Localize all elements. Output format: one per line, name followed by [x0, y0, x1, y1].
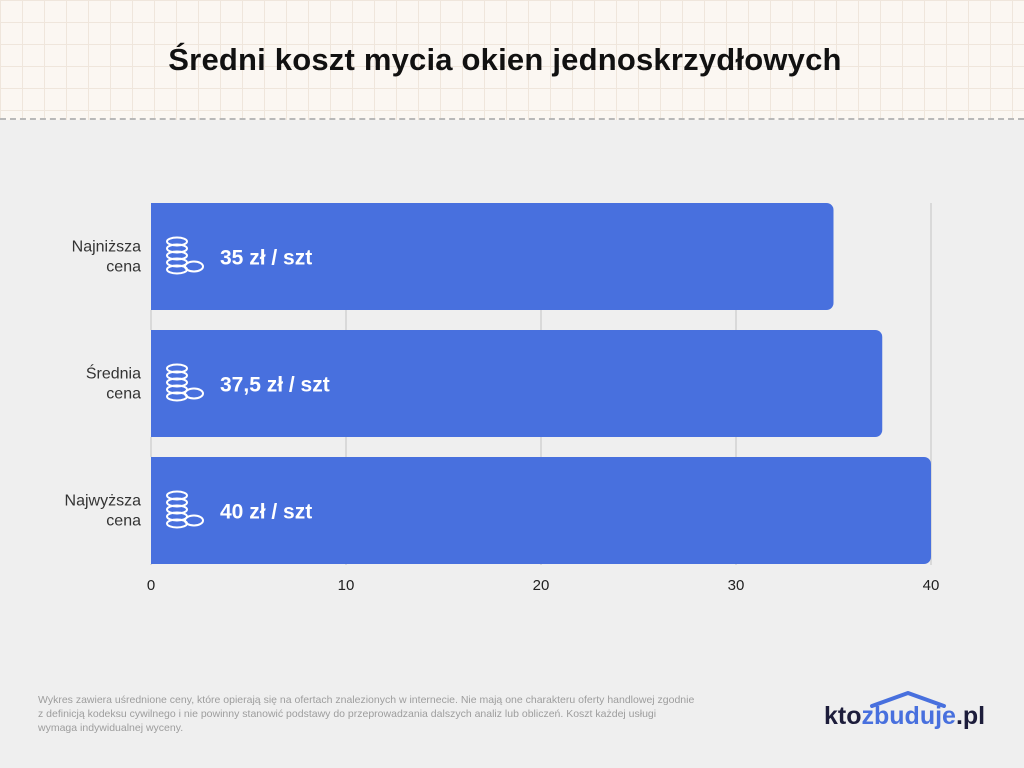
- coins-icon: [166, 236, 204, 275]
- coin-side: [184, 514, 204, 527]
- x-tick-label: 0: [147, 577, 155, 594]
- bar-edge-mask: [143, 330, 151, 437]
- coins-icon: [166, 490, 204, 529]
- tick-layer: 0 10 20 30 40: [147, 577, 940, 594]
- footnote: Wykres zawiera uśrednione ceny, które op…: [38, 694, 695, 734]
- bar: [143, 203, 834, 310]
- bar-value-label: 40 zł / szt: [220, 501, 312, 524]
- header-band: Średni koszt mycia okien jednoskrzydłowy…: [0, 0, 1024, 120]
- x-tick-label: 10: [338, 577, 355, 594]
- category-label-line: Najwyższa: [65, 493, 142, 510]
- bar-value-label: 35 zł / szt: [220, 247, 312, 270]
- logo-part-kto: kto: [824, 702, 862, 730]
- x-tick-label: 30: [728, 577, 745, 594]
- category-label-line: Średnia: [86, 364, 141, 383]
- chart-title: Średni koszt mycia okien jednoskrzydłowy…: [168, 42, 842, 77]
- category-label: Najwyższa cena: [65, 493, 142, 530]
- bar: [143, 330, 883, 437]
- logo[interactable]: ktozbuduje.pl: [820, 690, 990, 734]
- bar-value-label: 37,5 zł / szt: [220, 374, 330, 397]
- category-label: Najniższa cena: [72, 239, 141, 276]
- bar-edge-mask: [143, 203, 151, 310]
- coin-side: [184, 387, 204, 400]
- x-tick-label: 20: [533, 577, 550, 594]
- category-label-line: cena: [106, 513, 141, 530]
- logo-part-pl: .pl: [955, 702, 986, 730]
- logo-text: ktozbuduje.pl: [824, 702, 985, 731]
- bar-layer: [143, 203, 931, 564]
- bar-edge-mask: [143, 457, 151, 564]
- bar-chart: 35 zł / szt Najniższa cena 37,5 zł / szt Śre…: [65, 203, 940, 594]
- label-layer: 35 zł / szt Najniższa cena 37,5 zł / szt Śre…: [65, 236, 330, 530]
- x-tick-label: 40: [923, 577, 940, 594]
- house-roof-icon: [870, 691, 946, 708]
- category-label-line: cena: [106, 259, 141, 276]
- logo-part-zbuduje: zbuduje: [861, 702, 956, 730]
- coins-icon: [166, 363, 204, 402]
- bar: [143, 457, 931, 564]
- category-label-line: Najniższa: [72, 239, 141, 256]
- coin-side: [184, 260, 204, 273]
- category-label: Średnia cena: [86, 364, 141, 403]
- category-label-line: cena: [106, 386, 141, 403]
